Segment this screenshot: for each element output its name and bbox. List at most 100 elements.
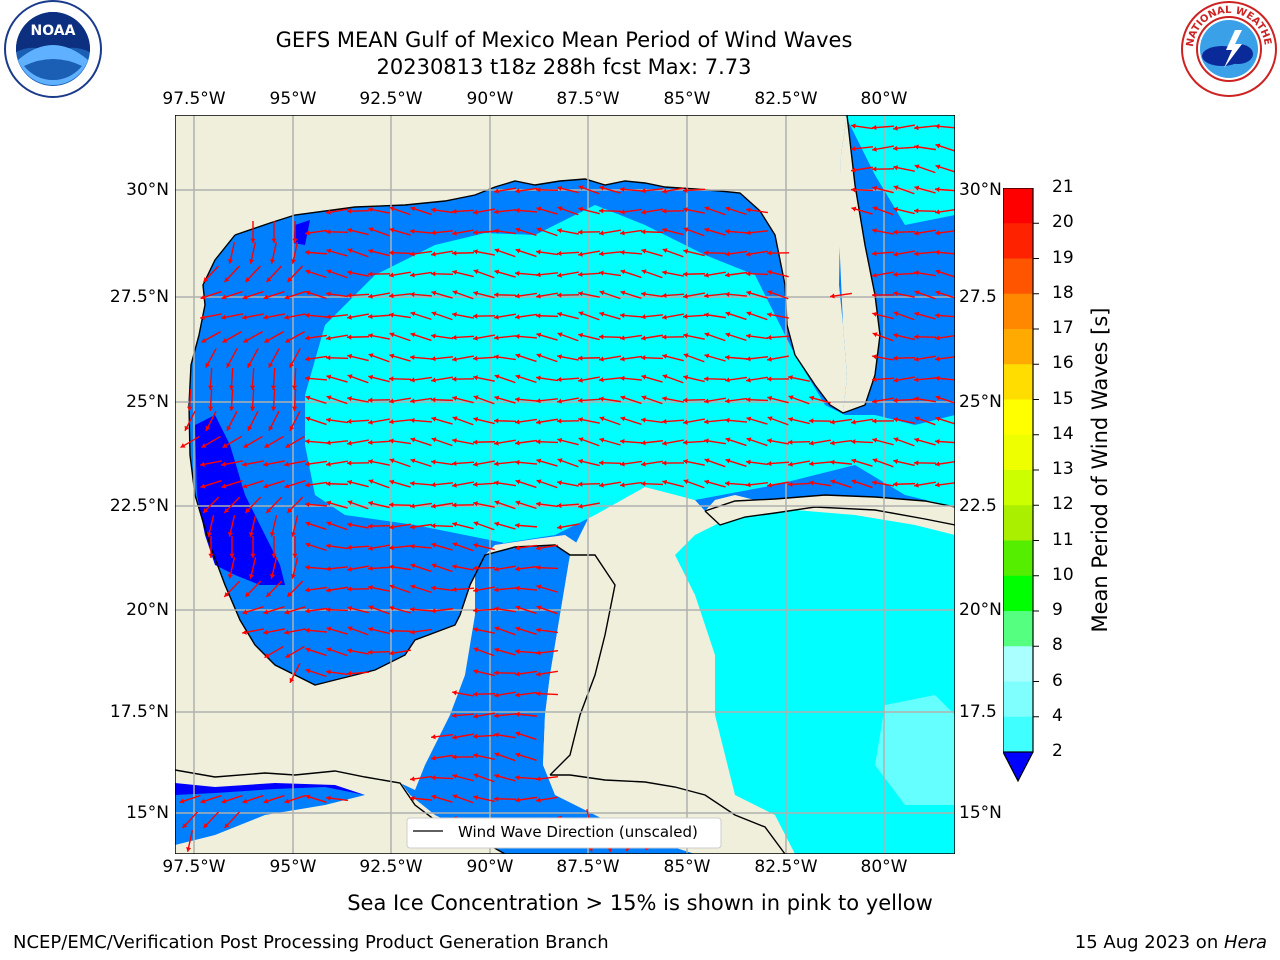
wave-arrow-head [599, 377, 604, 383]
wave-arrow-head [620, 482, 625, 488]
wave-arrow-head [228, 385, 235, 390]
wave-arrow-head [725, 398, 730, 404]
wave-arrow-head [662, 227, 668, 233]
wave-arrow-head [250, 238, 256, 243]
wave-arrow-head [872, 272, 877, 278]
nws-logo: NATIONAL WEATHER SERVICE [1180, 0, 1277, 97]
wave-arrow-head [746, 207, 751, 213]
wave-arrow-head [494, 292, 499, 298]
wave-arrow-head [431, 290, 437, 296]
wave-arrow-head [201, 443, 207, 448]
wave-arrow-head [515, 605, 521, 611]
colorbar-tick-label: 2 [1052, 741, 1063, 761]
wave-arrow-head [473, 691, 478, 697]
wave-arrow-head [536, 206, 542, 212]
lon-label-bottom: 92.5°W [359, 857, 423, 877]
wave-arrow-head [767, 334, 772, 341]
wave-arrow-head [536, 584, 542, 590]
wave-arrow-head [291, 259, 297, 264]
wave-arrow-head [249, 385, 256, 390]
wave-arrow-head [347, 440, 352, 446]
wave-arrow-head [452, 208, 457, 214]
wave-arrow-head [536, 375, 541, 381]
wave-arrow-head [473, 794, 479, 800]
lat-label-left: 15°N [126, 803, 169, 823]
noaa-logo: NOAA [4, 0, 102, 98]
wave-arrow-head [291, 385, 298, 390]
wave-arrow-head [347, 292, 352, 298]
wave-arrow-head [914, 482, 919, 488]
wave-arrow-head [935, 482, 940, 488]
wave-arrow-head [515, 207, 520, 213]
wave-arrow-head [180, 443, 186, 448]
colorbar-tick-label: 10 [1052, 564, 1074, 585]
wave-arrow-head [830, 293, 835, 299]
wave-arrow-head [641, 229, 646, 235]
wave-arrow-head [494, 670, 499, 676]
wave-arrow-head [914, 230, 919, 236]
wave-arrow-head [536, 353, 542, 359]
wave-arrow-head [536, 227, 542, 233]
wave-arrow-head [746, 482, 751, 488]
wave-arrow-head [368, 523, 373, 529]
wave-arrow-head [326, 314, 331, 320]
wave-arrow-head [935, 186, 940, 193]
noaa-logo-text: NOAA [31, 23, 76, 39]
colorbar-segment [1003, 223, 1033, 259]
wave-arrow-head [515, 522, 520, 529]
wave-arrow-head [935, 143, 941, 149]
wave-arrow-head [247, 425, 253, 431]
wave-arrow-head [536, 605, 542, 611]
footer-right: 15 Aug 2023 on Hera [1075, 932, 1267, 953]
wave-arrow-head [599, 311, 605, 317]
wave-arrow-head [704, 293, 709, 299]
wave-arrow-head [389, 353, 395, 359]
wave-arrow-head [935, 375, 940, 381]
wave-arrow-head [620, 209, 625, 215]
wave-arrow-head [347, 500, 353, 506]
colorbar-segment [1003, 470, 1033, 506]
wave-arrow-head [452, 521, 458, 527]
wave-arrow-head [788, 439, 793, 445]
wave-arrow-head [578, 332, 584, 338]
wave-arrow-head [704, 353, 710, 359]
wave-arrow-head [289, 677, 295, 683]
wave-arrow-head [578, 377, 583, 383]
wave-arrow-head [872, 480, 877, 486]
wave-arrow-head [389, 458, 395, 464]
wave-arrow-head [287, 508, 293, 513]
wave-arrow-head [515, 353, 521, 359]
wave-arrow-head [893, 125, 898, 131]
wave-arrow-head [250, 406, 256, 411]
wave-arrow-head [431, 563, 437, 569]
lon-label-top: 87.5°W [556, 89, 620, 109]
wave-arrow-head [431, 482, 436, 488]
wave-arrow-head [578, 397, 583, 403]
wave-arrow-head [515, 566, 520, 572]
wave-arrow-head [872, 354, 877, 360]
wave-arrow-head [264, 443, 270, 448]
plot-subtitle: 20230813 t18z 288h fcst Max: 7.73 [376, 55, 752, 79]
wave-arrow-head [431, 775, 436, 781]
wave-arrow-head [536, 439, 541, 445]
wave-arrow-head [914, 164, 920, 170]
wave-arrow-head [683, 419, 688, 425]
wave-arrow-head [515, 227, 521, 233]
lon-label-top: 95°W [269, 89, 317, 109]
wave-arrow-head [410, 206, 416, 212]
wave-arrow-head [515, 774, 520, 781]
wave-arrow-head [746, 230, 751, 236]
wave-arrow-head [830, 479, 836, 485]
wave-arrow-head [292, 553, 298, 558]
colorbar-segment [1003, 364, 1033, 400]
wave-arrow-head [207, 385, 214, 390]
wave-arrow-head [326, 374, 332, 380]
wave-arrow-head [515, 711, 520, 717]
wave-arrow-head [893, 165, 898, 171]
wave-arrow-head [557, 206, 563, 212]
wave-arrow-head [557, 332, 563, 338]
wave-arrow-head [662, 314, 667, 320]
wave-arrow-head [269, 531, 275, 537]
wave-arrow-head [368, 565, 373, 571]
wave-arrow-head [893, 458, 899, 464]
